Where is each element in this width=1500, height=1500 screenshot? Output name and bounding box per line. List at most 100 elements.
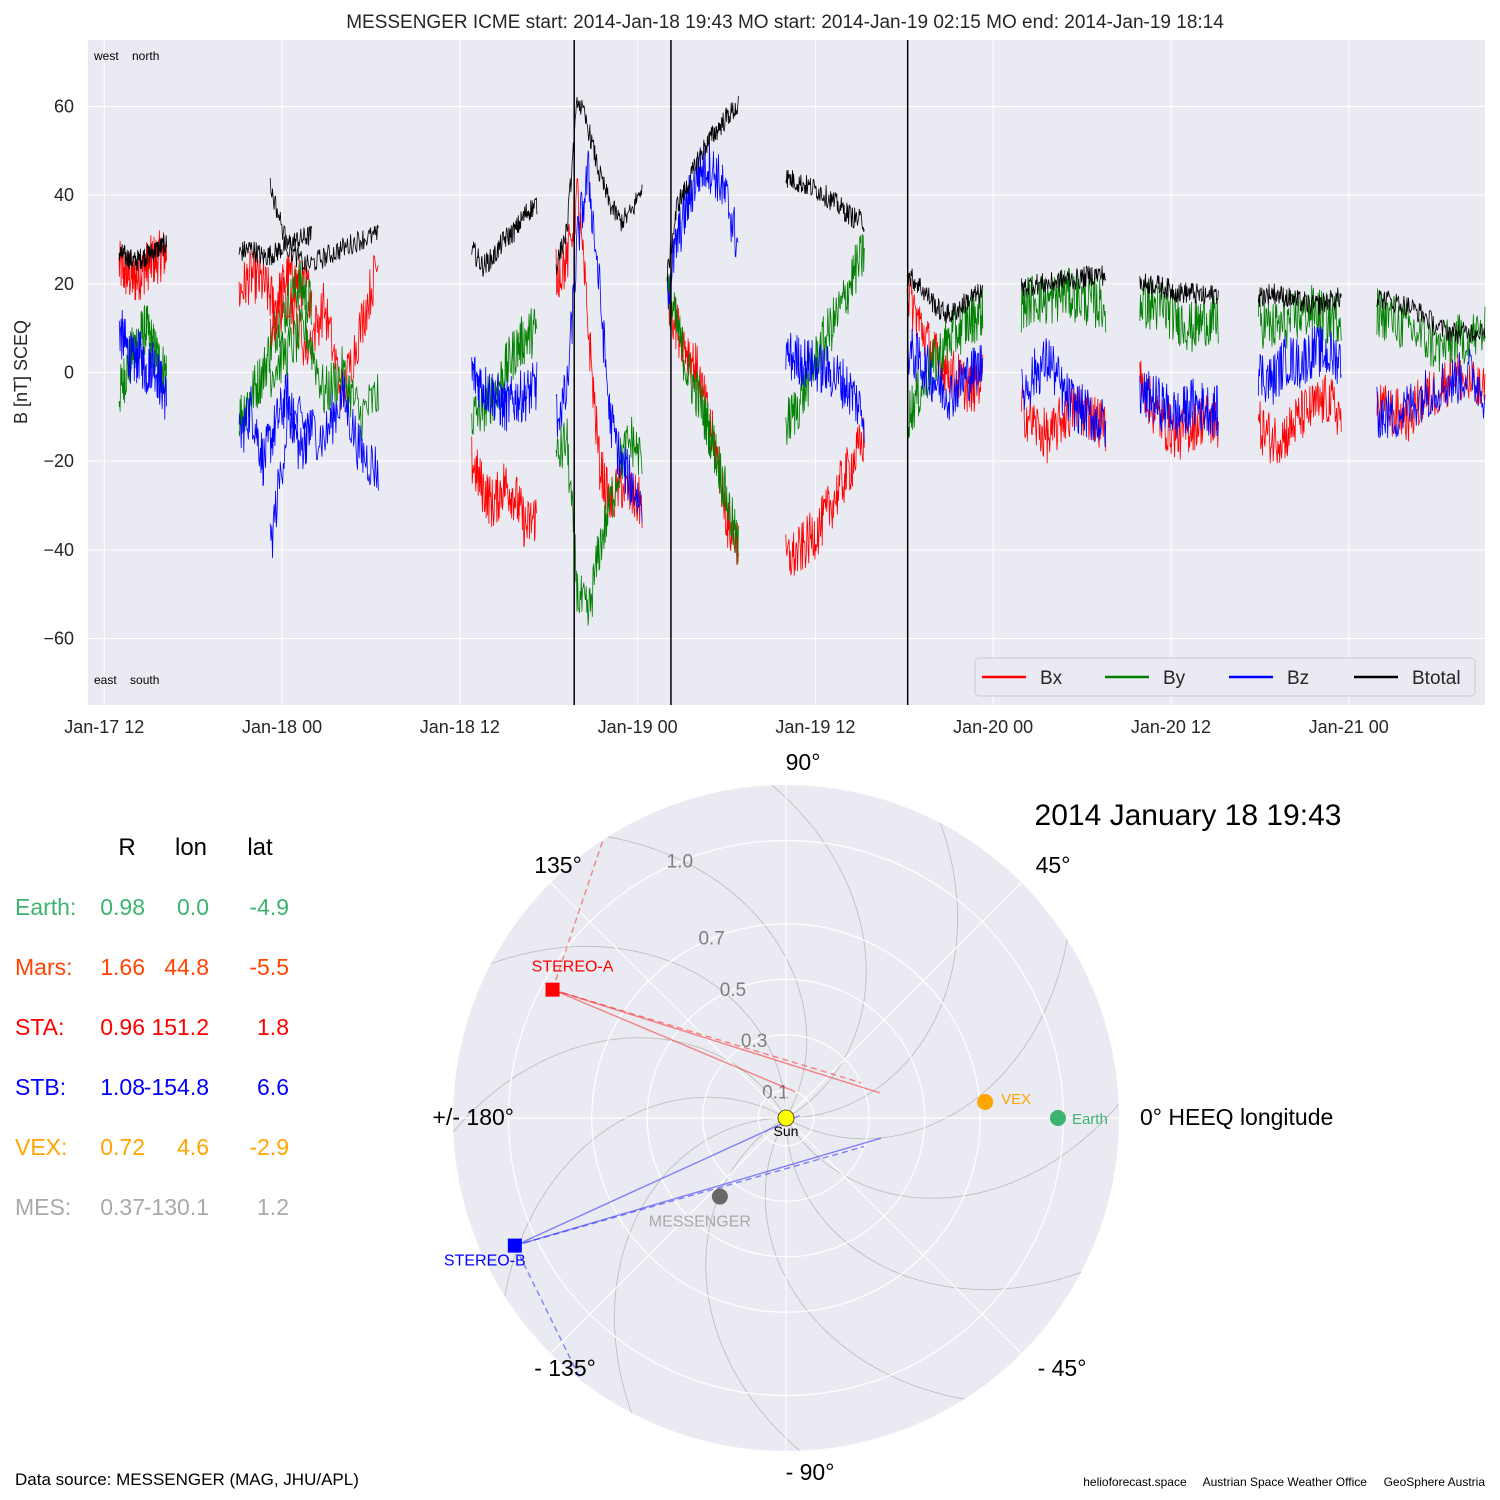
btot-line xyxy=(269,177,379,274)
parker-spiral xyxy=(785,1118,1119,1291)
radial-tick-label: 0.5 xyxy=(720,980,746,1001)
bz-line xyxy=(906,328,984,421)
y-tick-label: −60 xyxy=(43,629,74,649)
event-lines xyxy=(573,40,909,705)
by-line xyxy=(555,416,643,626)
bz-line xyxy=(1257,325,1342,405)
table-cell-r: 0.96 xyxy=(100,1014,145,1040)
angle-label: 0° HEEQ longitude xyxy=(1140,1104,1333,1130)
corner-label-bottom: east south xyxy=(94,673,159,687)
parker-spiral xyxy=(785,897,1073,1140)
table-header: lon xyxy=(175,834,207,861)
angle-label: - 90° xyxy=(786,1459,835,1485)
angle-label: 90° xyxy=(786,749,821,775)
y-tick-label: −20 xyxy=(43,451,74,471)
table-cell-r: 0.37 xyxy=(100,1194,145,1220)
table-row-name: Mars: xyxy=(15,954,73,980)
angular-grid-spoke xyxy=(550,882,787,1119)
fov-line xyxy=(552,988,881,1094)
legend-label: Btotal xyxy=(1412,668,1461,689)
bx-line xyxy=(785,417,865,576)
bx-line xyxy=(269,254,379,411)
bz-line xyxy=(555,150,643,523)
table-row-name: STA: xyxy=(15,1014,64,1040)
radial-tick-label: 0.3 xyxy=(741,1031,767,1052)
bz-line xyxy=(1139,371,1219,439)
table-cell-lon: -130.1 xyxy=(144,1194,209,1220)
body-marker xyxy=(507,1238,522,1253)
table-cell-lon: 0.0 xyxy=(177,894,209,920)
by-line xyxy=(269,304,379,442)
table-cell-lat: -5.5 xyxy=(249,954,289,980)
body-label: Earth xyxy=(1072,1111,1108,1128)
table-header: R xyxy=(118,834,135,861)
angle-label: 135° xyxy=(534,852,582,878)
parker-spiral xyxy=(453,1037,787,1166)
table-cell-r: 0.72 xyxy=(100,1134,145,1160)
fov-lines xyxy=(514,799,882,1431)
radial-tick-label: 1.0 xyxy=(667,852,693,873)
parker-spiral xyxy=(786,785,959,1119)
angle-label: +/- 180° xyxy=(433,1104,514,1130)
corner-label-top: west north xyxy=(93,49,159,63)
btot-line xyxy=(238,225,313,266)
btot-line xyxy=(1139,273,1219,305)
table-cell-r: 1.66 xyxy=(100,954,145,980)
fov-line xyxy=(514,1145,865,1247)
by-line xyxy=(471,308,538,435)
credits-text: helioforecast.space Austrian Space Weath… xyxy=(1083,1475,1485,1489)
y-tick-label: 20 xyxy=(54,274,74,294)
angular-grid-spoke xyxy=(550,1117,787,1354)
body-marker xyxy=(777,1109,795,1127)
parker-spiral xyxy=(764,1117,1007,1405)
radial-tick-label: 0.1 xyxy=(762,1082,788,1103)
radial-tick-label: 0.7 xyxy=(698,929,724,950)
btot-line xyxy=(555,97,643,275)
btot-line xyxy=(906,268,984,324)
body-label: Sun xyxy=(774,1123,799,1139)
fov-line xyxy=(552,989,796,1093)
x-tick-label: Jan-18 00 xyxy=(242,717,322,737)
bz-line xyxy=(1021,338,1107,448)
bz-line xyxy=(1376,348,1486,439)
body-label: STEREO-A xyxy=(532,959,614,976)
table-cell-lat: 1.8 xyxy=(257,1014,289,1040)
bx-line xyxy=(1020,384,1107,464)
legend-label: Bz xyxy=(1287,668,1309,689)
x-tick-label: Jan-18 12 xyxy=(420,717,500,737)
btot-line xyxy=(118,234,167,271)
body-label: STEREO-B xyxy=(444,1253,526,1270)
angle-label: - 135° xyxy=(534,1355,596,1381)
bx-line xyxy=(666,276,739,565)
table-row-name: VEX: xyxy=(15,1134,67,1160)
y-tick-label: 60 xyxy=(54,97,74,117)
by-line xyxy=(666,274,739,565)
legend-box xyxy=(974,657,1476,697)
parker-spiral xyxy=(453,945,787,1118)
x-tick-label: Jan-21 00 xyxy=(1309,717,1389,737)
parker-spiral xyxy=(565,831,808,1119)
x-tick-label: Jan-20 00 xyxy=(953,717,1033,737)
parker-spiral xyxy=(705,1117,834,1451)
bz-line xyxy=(269,371,379,559)
body-label: VEX xyxy=(1001,1091,1031,1108)
table-cell-r: 1.08 xyxy=(100,1074,145,1100)
bx-line xyxy=(471,436,537,548)
y-axis-label: B [nT] SCEQ xyxy=(11,320,31,424)
y-tick-labels: −60 −40 −20 0 20 40 60 xyxy=(43,97,74,649)
body-label: MESSENGER xyxy=(649,1214,751,1231)
table-cell-lat: 1.2 xyxy=(257,1194,289,1220)
x-tick-label: Jan-20 12 xyxy=(1131,717,1211,737)
by-line xyxy=(238,260,313,437)
bz-line xyxy=(666,142,739,310)
table-cell-r: 0.98 xyxy=(100,894,145,920)
fov-line xyxy=(551,799,618,990)
legend-label: By xyxy=(1163,668,1186,689)
legend-label: Bx xyxy=(1040,668,1063,689)
by-line xyxy=(906,285,984,439)
data-lines xyxy=(118,96,1486,626)
y-tick-label: 0 xyxy=(64,363,74,383)
